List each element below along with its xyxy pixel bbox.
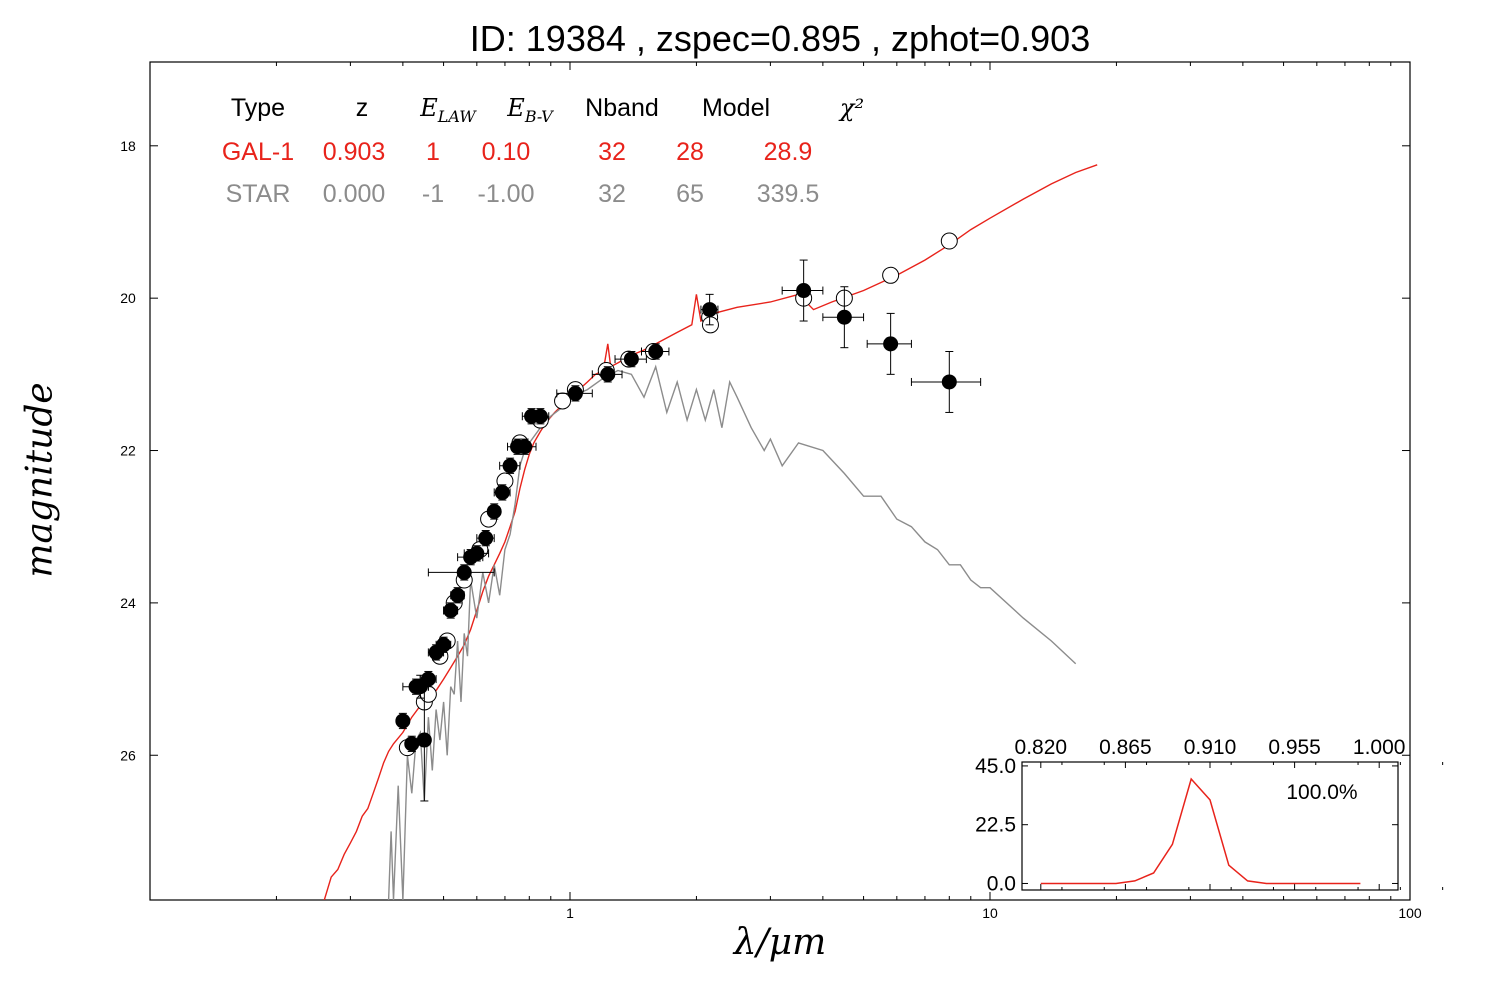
inset-x-tick-label: 0.955 — [1268, 736, 1321, 759]
observed-point — [416, 678, 432, 802]
table-star-cell: 339.5 — [757, 180, 820, 208]
table-header-type: Type — [231, 94, 285, 122]
observed-magnitude-marker — [836, 309, 852, 325]
observed-magnitude-marker — [420, 671, 436, 687]
observed-magnitude-marker — [796, 283, 812, 299]
observed-magnitude-marker — [436, 637, 452, 653]
galaxy-template-line — [323, 164, 1098, 900]
observed-magnitude-marker — [517, 439, 533, 455]
x-tick-label: 100 — [1398, 905, 1422, 921]
observed-point — [512, 438, 537, 455]
star-template-line — [387, 364, 1077, 900]
observed-point — [910, 350, 982, 413]
observed-magnitude-marker — [456, 564, 472, 580]
x-tick-label: 10 — [982, 905, 998, 921]
observed-magnitude-marker — [478, 530, 494, 546]
table-gal-1-cell: 0.10 — [482, 138, 531, 166]
table-star-cell: -1 — [422, 180, 444, 208]
table-star-cell: 65 — [676, 180, 704, 208]
inset-x-tick-label: 0.910 — [1184, 736, 1237, 759]
observed-point — [499, 457, 521, 474]
model-magnitude-point — [882, 266, 900, 284]
observed-magnitude-marker — [883, 336, 899, 352]
y-tick-label: 18 — [120, 138, 136, 154]
inset-x-tick-label: 0.820 — [1015, 736, 1068, 759]
table-gal-1-cell: 28.9 — [764, 138, 813, 166]
observed-magnitude-marker — [702, 302, 718, 318]
observed-magnitude-marker — [416, 732, 432, 748]
observed-magnitude-marker — [486, 503, 502, 519]
observed-point — [700, 293, 719, 326]
observed-magnitude-marker — [600, 366, 616, 382]
y-tick-label: 20 — [120, 290, 136, 306]
x-axis-label: λ/μm — [733, 922, 827, 963]
observed-point — [395, 712, 411, 730]
pdz-percentage-annotation: 100.0% — [1286, 781, 1357, 804]
inset-y-tick-label: 22.5 — [975, 814, 1016, 837]
observed-magnitude-marker — [648, 343, 664, 359]
y-tick-label: 22 — [120, 443, 136, 459]
inset-y-tick-label: 45.0 — [975, 755, 1016, 778]
table-gal-1-cell: 0.903 — [323, 138, 386, 166]
pdz-inset-frame — [1021, 761, 1399, 891]
inset-x-tick-label: 0.865 — [1099, 736, 1152, 759]
table-header-elaw: ELAW — [419, 94, 477, 126]
plot-area — [323, 164, 1098, 900]
plot-frame — [149, 61, 1411, 901]
observed-point — [486, 503, 502, 520]
observed-magnitude-marker — [443, 603, 459, 619]
table-header-ebv: EB-V — [506, 94, 554, 126]
table-gal-1-cell: 32 — [598, 138, 626, 166]
observed-magnitude-marker — [450, 587, 466, 603]
table-star-cell: 32 — [598, 180, 626, 208]
observed-point — [822, 286, 865, 349]
pdz-line — [1040, 777, 1361, 885]
observed-point — [450, 587, 466, 604]
model-magnitude-point — [940, 232, 958, 250]
table-gal-1-cell: 28 — [676, 138, 704, 166]
observed-point — [435, 636, 452, 653]
observed-magnitude-marker — [395, 713, 411, 729]
observed-point — [493, 484, 511, 501]
observed-point — [781, 259, 824, 322]
observed-point — [531, 408, 550, 425]
chart-title: ID: 19384 , zspec=0.895 , zphot=0.903 — [469, 18, 1091, 59]
table-header-nband: Nband — [585, 94, 659, 122]
observed-point — [443, 602, 459, 619]
observed-point — [641, 343, 670, 360]
observed-point — [556, 385, 593, 402]
x-tick-label: 1 — [566, 905, 574, 921]
observed-point — [404, 735, 420, 752]
y-tick-label: 26 — [120, 747, 136, 763]
observed-magnitude-marker — [623, 351, 639, 367]
observed-magnitude-marker — [469, 545, 485, 561]
table-gal-1-cell: GAL-1 — [222, 138, 294, 166]
observed-point — [476, 530, 495, 547]
observed-point — [614, 350, 647, 368]
table-header-chi2: χ² — [838, 94, 864, 122]
observed-magnitude-marker — [494, 484, 510, 500]
observed-point — [591, 366, 623, 383]
observed-point — [463, 545, 490, 562]
observed-magnitude-marker — [532, 408, 548, 424]
table-gal-1-cell: 1 — [426, 138, 440, 166]
observed-magnitude-marker — [404, 736, 420, 752]
table-header-z: z — [356, 94, 369, 122]
observed-point — [866, 312, 912, 375]
observed-magnitude-marker — [941, 374, 957, 390]
inset-y-tick-label: 0.0 — [987, 872, 1016, 895]
observed-magnitude-marker — [567, 385, 583, 401]
table-star-cell: STAR — [226, 180, 291, 208]
observed-magnitude-marker — [502, 458, 518, 474]
y-tick-label: 24 — [120, 595, 136, 611]
observed-point — [419, 670, 437, 688]
table-header-model: Model — [702, 94, 770, 122]
table-star-cell: 0.000 — [323, 180, 386, 208]
inset-x-tick-label: 1.000 — [1353, 736, 1406, 759]
observed-point — [427, 564, 495, 581]
table-star-cell: -1.00 — [478, 180, 535, 208]
